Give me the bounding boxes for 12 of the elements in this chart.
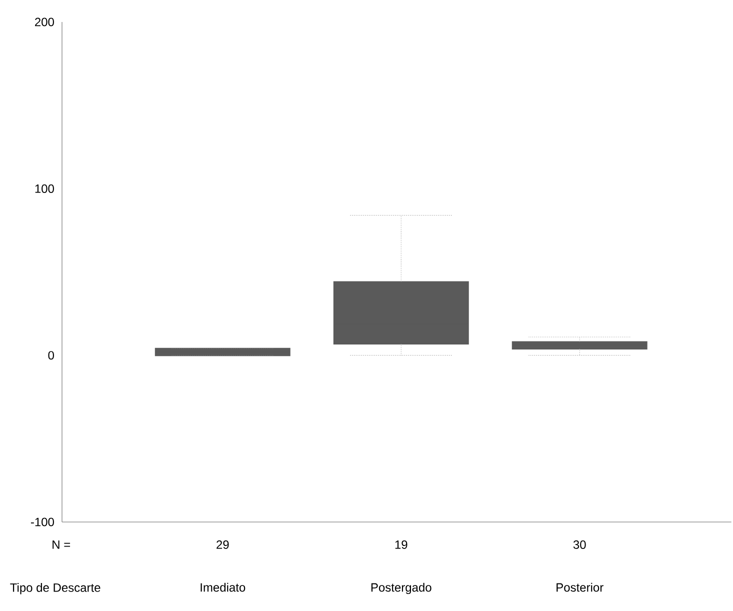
y-tick-label: -100 xyxy=(30,518,54,526)
text: 30 xyxy=(573,540,586,549)
x-axis-title: Tipo de Descarte xyxy=(10,583,100,594)
y-tick-label: 100 xyxy=(35,184,54,193)
x-tick-label: Postergado xyxy=(371,582,432,594)
text: N = xyxy=(52,540,70,549)
y-tick-label: 200 xyxy=(35,18,54,26)
text: 29 xyxy=(216,540,229,549)
x-tick-label: Posterior xyxy=(556,582,604,592)
x-tick-label: Imediato xyxy=(200,582,246,592)
text: 19 xyxy=(395,540,408,549)
y-tick-label: 0 xyxy=(48,351,54,360)
